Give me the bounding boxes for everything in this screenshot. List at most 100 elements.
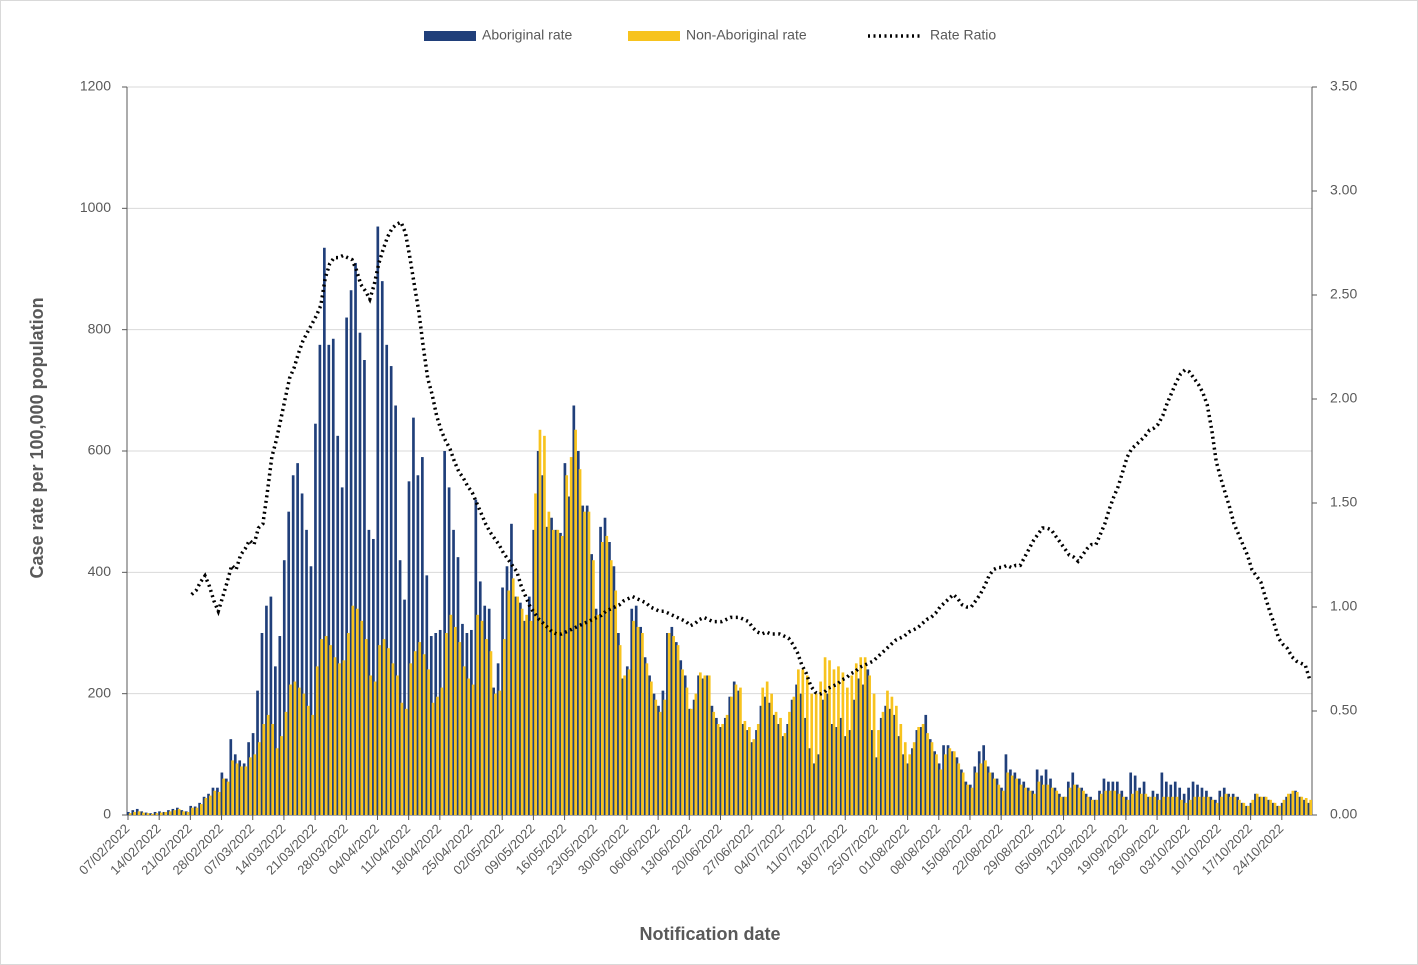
bar — [826, 693, 830, 815]
bar — [743, 720, 747, 815]
bar — [1280, 802, 1284, 815]
bar — [935, 754, 938, 815]
bar — [585, 505, 589, 815]
bar — [289, 684, 292, 815]
bar — [314, 423, 317, 815]
bar — [1133, 775, 1137, 815]
bar — [211, 787, 215, 815]
bar — [902, 754, 905, 815]
bar — [572, 405, 576, 815]
bar — [242, 763, 246, 815]
bar — [837, 666, 840, 815]
bar — [850, 675, 854, 815]
bar — [810, 693, 814, 815]
bar — [632, 620, 635, 815]
bar — [413, 651, 417, 815]
bar — [890, 696, 894, 815]
bar — [149, 813, 152, 815]
bar — [805, 675, 809, 815]
bar — [1040, 775, 1043, 815]
bar — [688, 708, 691, 815]
bar — [142, 812, 145, 815]
bar — [930, 742, 934, 815]
bar — [982, 745, 986, 815]
bar — [1202, 796, 1206, 815]
bar — [1042, 784, 1045, 815]
bar — [707, 675, 711, 815]
bar — [363, 360, 366, 815]
bar — [278, 636, 282, 815]
bar — [683, 675, 687, 815]
bar — [906, 763, 910, 815]
bar — [854, 663, 858, 815]
bar — [1222, 787, 1226, 815]
bar — [657, 705, 660, 815]
bar — [755, 730, 758, 815]
bar — [425, 575, 429, 815]
bar — [291, 475, 295, 815]
bar — [1000, 787, 1003, 815]
bar — [1050, 787, 1054, 815]
bar — [382, 639, 386, 815]
bar — [565, 475, 569, 815]
bar — [886, 690, 889, 815]
bar — [1140, 793, 1143, 815]
bar — [801, 669, 805, 815]
bar — [1049, 778, 1052, 815]
bar — [1080, 787, 1084, 815]
bar — [1013, 772, 1017, 815]
bar — [926, 733, 929, 815]
bar — [302, 693, 306, 815]
bar — [336, 435, 340, 815]
bar — [828, 660, 831, 815]
bar — [732, 681, 736, 815]
bar — [993, 778, 996, 815]
bar — [648, 675, 651, 815]
bar — [534, 493, 537, 815]
bar — [394, 405, 397, 815]
bar — [269, 596, 273, 815]
bar — [1215, 802, 1219, 815]
bar — [177, 808, 181, 815]
bar — [636, 626, 640, 815]
bar — [1001, 790, 1005, 815]
bar — [970, 787, 974, 815]
bar — [323, 247, 326, 815]
bar — [453, 626, 457, 815]
bar — [819, 681, 822, 815]
bar — [737, 690, 740, 815]
bar — [421, 457, 424, 815]
bar — [750, 742, 754, 815]
bar — [404, 708, 408, 815]
bar — [1086, 796, 1090, 815]
bar — [467, 678, 471, 815]
bar — [284, 711, 288, 815]
bar — [387, 648, 390, 815]
bar — [1180, 799, 1183, 815]
bar — [536, 451, 540, 815]
bar — [489, 651, 493, 815]
bar — [158, 811, 161, 815]
bar — [908, 754, 912, 815]
bar — [436, 696, 439, 815]
bar — [879, 717, 883, 815]
bar — [872, 693, 876, 815]
bar — [182, 811, 185, 815]
bar — [280, 736, 283, 815]
bar — [1220, 796, 1223, 815]
bar — [204, 798, 208, 815]
bar — [650, 681, 653, 815]
bar — [541, 475, 544, 815]
bar — [1108, 790, 1112, 815]
bar — [306, 705, 310, 815]
bar — [514, 596, 518, 815]
bar — [416, 475, 420, 815]
bar — [398, 560, 402, 815]
bar — [765, 681, 769, 815]
bar — [768, 702, 772, 815]
bar — [222, 778, 226, 815]
bar — [391, 663, 395, 815]
bar — [458, 642, 462, 815]
bar — [480, 620, 484, 815]
bar — [207, 793, 210, 815]
